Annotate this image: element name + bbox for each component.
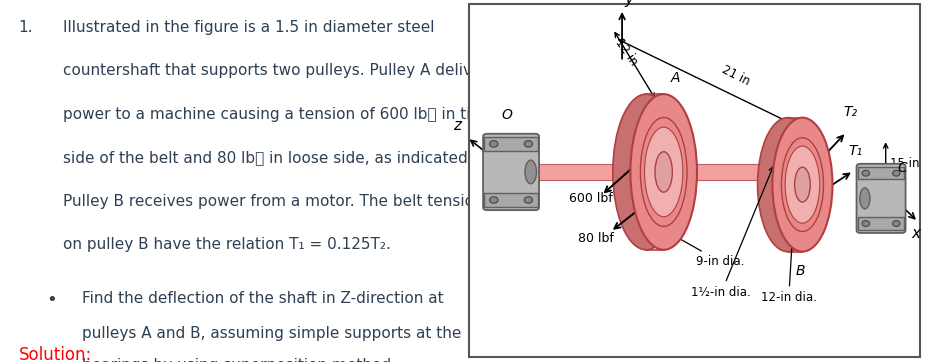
Ellipse shape [645,127,683,217]
Text: 21 in: 21 in [720,63,751,89]
Ellipse shape [893,171,900,176]
Text: Pulley B receives power from a motor. The belt tensions: Pulley B receives power from a motor. Th… [63,194,492,209]
Text: •: • [47,291,57,310]
Text: Find the deflection of the shaft in Z-direction at: Find the deflection of the shaft in Z-di… [81,291,443,306]
Ellipse shape [525,160,536,184]
Ellipse shape [862,171,869,176]
Text: T₁: T₁ [849,144,863,158]
Text: Illustrated in the figure is a 1.5 in diameter steel: Illustrated in the figure is a 1.5 in di… [63,20,435,35]
Text: T₂: T₂ [844,105,857,119]
Text: B: B [796,264,805,278]
Text: O: O [501,108,512,122]
Text: 15 in: 15 in [890,157,919,170]
Ellipse shape [772,118,832,252]
Text: side of the belt and 80 lbᵯ in loose side, as indicated.: side of the belt and 80 lbᵯ in loose sid… [63,150,473,165]
Text: y: y [624,0,634,7]
Text: power to a machine causing a tension of 600 lbᵯ in tight: power to a machine causing a tension of … [63,107,496,122]
Bar [858,217,905,230]
Text: pulleys A and B, assuming simple supports at the: pulleys A and B, assuming simple support… [81,326,462,341]
Ellipse shape [489,140,498,147]
Text: 1.: 1. [18,20,33,35]
Text: x: x [911,226,920,240]
Ellipse shape [893,221,900,227]
Ellipse shape [524,140,533,147]
Text: bearings by using superposition method.: bearings by using superposition method. [81,358,396,362]
Bar [858,167,905,180]
FancyArrow shape [535,164,831,180]
Ellipse shape [612,94,679,250]
Text: on pulley B have the relation T₁ = 0.125T₂.: on pulley B have the relation T₁ = 0.125… [63,237,391,252]
Ellipse shape [795,167,810,202]
Ellipse shape [758,118,818,252]
Ellipse shape [524,197,533,203]
Ellipse shape [631,94,697,250]
Text: C: C [897,161,907,175]
Text: countershaft that supports two pulleys. Pulley A delivers: countershaft that supports two pulleys. … [63,63,496,78]
Text: z: z [453,118,462,133]
Text: Solution:: Solution: [18,346,92,362]
Ellipse shape [860,188,870,209]
Bar [485,193,537,207]
Ellipse shape [489,197,498,203]
Text: 80 lbf: 80 lbf [578,232,614,245]
Bar [485,136,537,151]
Text: 600 lbf: 600 lbf [569,192,612,205]
Ellipse shape [655,152,672,192]
Text: 12-in dia.: 12-in dia. [760,151,817,304]
Text: 12 in: 12 in [612,37,640,68]
Ellipse shape [785,146,820,223]
Text: 9-in dia.: 9-in dia. [658,227,745,268]
Text: A: A [671,71,680,85]
Text: 1½-in dia.: 1½-in dia. [692,167,773,299]
FancyBboxPatch shape [857,164,906,233]
Ellipse shape [862,221,869,227]
FancyBboxPatch shape [483,134,539,210]
